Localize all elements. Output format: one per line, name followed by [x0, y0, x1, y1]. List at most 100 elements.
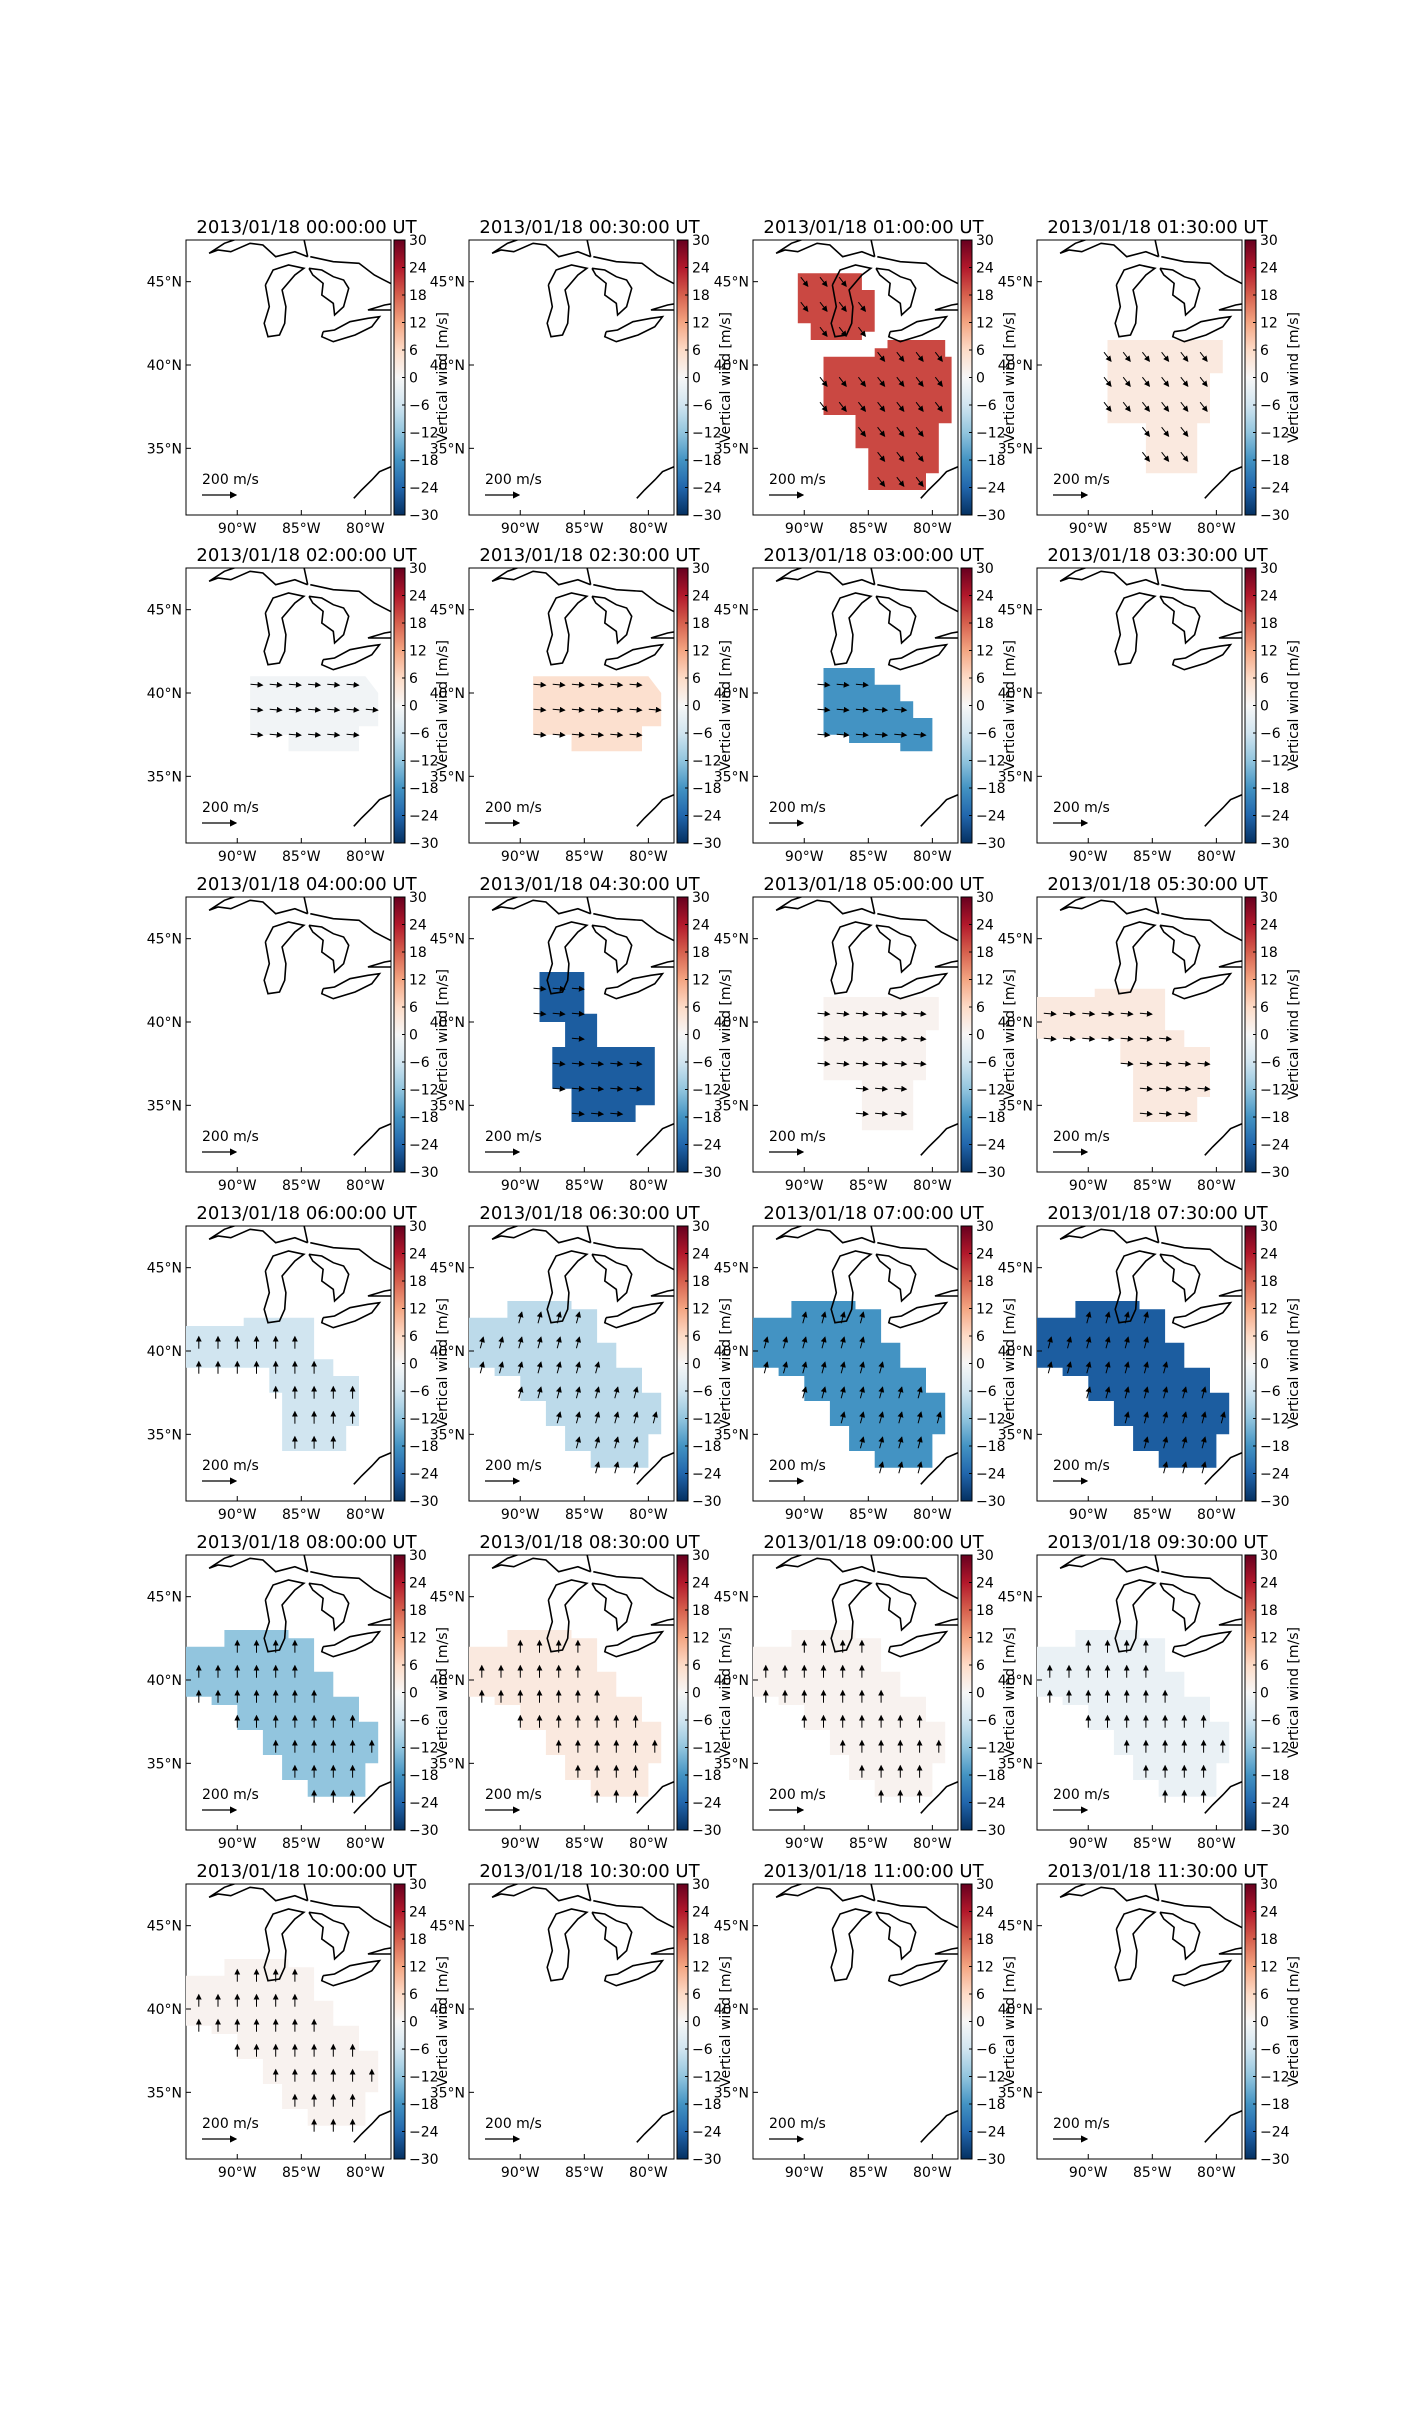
wind-vector: [1047, 1336, 1053, 1349]
colorbar-tick-label: 0: [692, 2015, 701, 2031]
coastline: [353, 793, 391, 827]
x-tick-label: 90°W: [501, 1178, 540, 1194]
y-tick-label: 40°N: [147, 2002, 182, 2018]
wind-vector: [591, 681, 605, 688]
coastline: [636, 793, 674, 827]
coastline: [491, 1884, 592, 1902]
x-tick-label: 80°W: [346, 2165, 385, 2181]
wind-vector: [915, 451, 924, 462]
coastlines: [208, 1555, 391, 1814]
wind-vector: [1142, 376, 1151, 387]
map-panel: 200 m/s 2013/01/18 00:00:00 UT 90°W 85°W 80°…: [147, 217, 451, 537]
reference-arrow-label: 200 m/s: [769, 1129, 826, 1145]
colorbar-tick-label: 18: [976, 1603, 994, 1619]
wind-vector: [782, 1336, 789, 1349]
colorbar-tick-label: 6: [692, 1658, 701, 1674]
wind-vector: [858, 301, 867, 312]
coastline: [875, 267, 917, 317]
reference-arrow-label: 200 m/s: [485, 472, 542, 488]
map-panel: 200 m/s 2013/01/18 09:00:00 UT 90°W 85°W 80°…: [714, 1532, 1018, 1852]
colorbar-tick-label: −12: [409, 426, 439, 442]
colorbar-tick-label: 12: [409, 1960, 427, 1976]
colorbar-tick-label: −24: [1260, 1796, 1290, 1812]
wind-vector: [875, 1035, 889, 1042]
wind-vector: [552, 681, 566, 688]
wind-vector: [913, 1035, 927, 1042]
wind-vector: [820, 1361, 827, 1374]
coastline: [353, 1122, 391, 1156]
coastline: [1161, 1570, 1242, 1600]
wind-vector: [269, 706, 283, 713]
colorbar-tick-label: −12: [409, 1741, 439, 1757]
map-panel: 200 m/s 2013/01/18 11:00:00 UT 90°W 85°W 80°…: [714, 1861, 1018, 2181]
coastline: [1114, 1908, 1157, 1982]
wind-vector: [1143, 1311, 1149, 1324]
wind-vector: [896, 426, 905, 437]
wind-vector: [479, 1361, 485, 1374]
wind-vector: [1143, 1411, 1149, 1424]
colorbar-tick-label: −18: [692, 453, 722, 469]
coastline: [208, 1884, 309, 1902]
x-tick-label: 85°W: [849, 521, 888, 537]
wind-vector: [533, 731, 547, 738]
colorbar-tick-label: −24: [976, 2125, 1006, 2141]
coastline: [320, 1301, 382, 1329]
colorbar-tick-label: −30: [692, 508, 722, 524]
wind-vector: [817, 1010, 831, 1017]
colorbar-tick-label: 18: [409, 1932, 427, 1948]
coastline: [1161, 255, 1242, 285]
wind-vector: [839, 1336, 846, 1349]
x-tick-label: 85°W: [282, 1836, 321, 1852]
colorbar-tick-label: −30: [692, 1494, 722, 1510]
x-tick-label: 90°W: [501, 2165, 540, 2181]
coastline: [1114, 1579, 1157, 1653]
wind-vector: [1082, 1010, 1096, 1017]
colorbar-tick-label: −30: [976, 508, 1006, 524]
y-tick-label: 45°N: [430, 603, 465, 619]
colorbar-tick-label: 24: [1260, 1247, 1278, 1263]
y-tick-label: 40°N: [998, 1673, 1033, 1689]
y-tick-label: 40°N: [714, 2002, 749, 2018]
colorbar-tick-label: 6: [692, 671, 701, 687]
map-panel: 200 m/s 2013/01/18 03:30:00 UT 90°W 85°W 80°…: [998, 545, 1302, 865]
wind-vector: [1180, 451, 1189, 462]
wind-vector: [269, 731, 283, 738]
colorbar-tick-label: 6: [409, 343, 418, 359]
coastline: [310, 255, 391, 285]
wind-cell-region: [186, 1317, 359, 1451]
x-tick-label: 90°W: [1069, 2165, 1108, 2181]
wind-vector: [1062, 1035, 1076, 1042]
colorbar-tick-label: 24: [1260, 1905, 1278, 1921]
coastline: [877, 912, 958, 942]
wind-vector: [1178, 1060, 1192, 1067]
coastline: [887, 643, 949, 671]
coastline: [546, 264, 589, 338]
colorbar-tick-label: 12: [692, 1960, 710, 1976]
coastline: [367, 1618, 391, 1626]
reference-arrow-label: 200 m/s: [485, 800, 542, 816]
colorbar-label: Vertical wind [m/s]: [718, 640, 734, 771]
y-tick-label: 40°N: [998, 2002, 1033, 2018]
colorbar-tick-label: 6: [1260, 1000, 1269, 1016]
colorbar-tick-label: 24: [976, 1247, 994, 1263]
colorbar-tick-label: −6: [1260, 1055, 1281, 1071]
colorbar-tick-label: −24: [976, 1796, 1006, 1812]
coastline: [887, 1959, 949, 1987]
coastline: [1171, 315, 1233, 343]
coastline: [591, 924, 633, 974]
y-tick-label: 35°N: [998, 769, 1033, 785]
colorbar-tick-label: −12: [409, 754, 439, 770]
wind-vector: [878, 1461, 885, 1474]
coastline: [1218, 631, 1242, 639]
colorbar-tick-label: 18: [692, 945, 710, 961]
coastline: [1059, 897, 1160, 915]
colorbar-tick-label: 30: [1260, 561, 1278, 577]
wind-vector: [859, 1411, 865, 1424]
coastlines: [1059, 568, 1242, 827]
colorbar-tick-label: 0: [692, 371, 701, 387]
wind-vector: [613, 1411, 620, 1424]
reference-arrow-label: 200 m/s: [202, 1458, 259, 1474]
coastline: [920, 1451, 958, 1485]
wind-vector: [916, 1436, 923, 1449]
coastline: [367, 631, 391, 639]
